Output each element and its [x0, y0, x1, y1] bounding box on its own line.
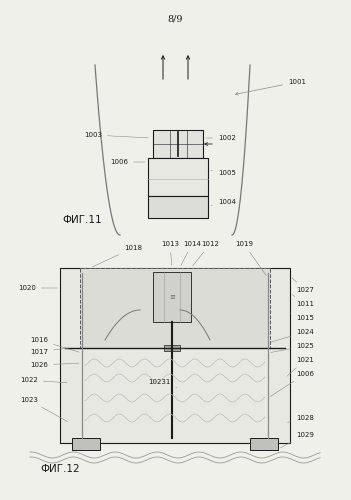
- Text: 8/9: 8/9: [167, 15, 183, 24]
- Text: 1006: 1006: [270, 371, 314, 396]
- Bar: [72, 438, 100, 450]
- Bar: [250, 438, 278, 450]
- Text: 1001: 1001: [236, 79, 306, 95]
- Text: 1020: 1020: [18, 285, 57, 291]
- Text: 10231: 10231: [148, 379, 177, 388]
- Text: 1027: 1027: [292, 278, 314, 293]
- Text: 1019: 1019: [235, 241, 266, 276]
- Text: 1028: 1028: [288, 415, 314, 422]
- Bar: [60, 268, 290, 443]
- Text: 1021: 1021: [287, 357, 314, 376]
- Text: 1023: 1023: [20, 397, 68, 421]
- Text: 1012: 1012: [193, 241, 219, 266]
- Bar: [148, 158, 208, 196]
- Text: 1013: 1013: [161, 241, 179, 265]
- Bar: [153, 272, 191, 322]
- Bar: [148, 196, 208, 218]
- Text: 1024: 1024: [271, 329, 314, 342]
- Bar: [164, 345, 180, 351]
- Text: 1026: 1026: [30, 362, 79, 368]
- Text: 1016: 1016: [30, 337, 79, 352]
- Text: ФИГ.11: ФИГ.11: [62, 215, 102, 225]
- Text: 1011: 1011: [292, 294, 314, 307]
- Text: 1004: 1004: [211, 199, 236, 205]
- Text: 1006: 1006: [110, 159, 145, 165]
- Text: 1025: 1025: [271, 343, 314, 352]
- Text: 1015: 1015: [290, 313, 314, 321]
- Text: 1014: 1014: [181, 241, 201, 266]
- Text: 1029: 1029: [280, 432, 314, 448]
- Text: 1022: 1022: [20, 377, 67, 383]
- Text: 1017: 1017: [30, 348, 65, 355]
- Bar: [153, 130, 203, 158]
- Bar: [80, 268, 270, 348]
- Text: 1003: 1003: [84, 132, 148, 138]
- Text: ФИГ.12: ФИГ.12: [40, 464, 80, 474]
- Text: 1018: 1018: [93, 245, 142, 267]
- Text: 1005: 1005: [211, 170, 236, 176]
- Text: 1002: 1002: [206, 135, 236, 141]
- Text: ≡: ≡: [169, 294, 175, 300]
